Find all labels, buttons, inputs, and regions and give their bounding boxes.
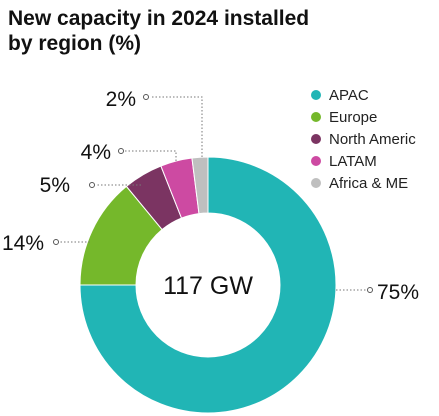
legend-item-north-americ: North Americ xyxy=(311,128,437,150)
chart-title: New capacity in 2024 installed by region… xyxy=(8,7,310,55)
legend-label: Europe xyxy=(329,108,378,126)
legend-item-europe: Europe xyxy=(311,106,437,128)
leader-marker-north-americ xyxy=(89,182,95,188)
legend-item-africa-and-me: Africa & ME xyxy=(311,172,437,194)
legend-swatch xyxy=(311,112,321,122)
leader-line-latam xyxy=(125,150,177,161)
leader-marker-africa-and-me xyxy=(143,94,149,100)
legend-swatch xyxy=(311,134,321,144)
leader-line-africa-and-me xyxy=(150,96,203,157)
legend-label: Africa & ME xyxy=(329,174,409,192)
legend: APAC Europe North Americ LATAM Africa & ME xyxy=(311,84,437,194)
data-label-latam: 4% xyxy=(81,141,111,164)
leader-marker-latam xyxy=(118,148,124,154)
legend-swatch xyxy=(311,90,321,100)
legend-swatch xyxy=(311,178,321,188)
legend-swatch xyxy=(311,156,321,166)
slice-africa-and-me xyxy=(191,156,209,215)
data-label-north-americ: 5% xyxy=(40,174,70,197)
legend-label: APAC xyxy=(329,86,369,104)
legend-label: North Americ xyxy=(329,130,416,148)
legend-label: LATAM xyxy=(329,152,377,170)
data-label-europe: 14% xyxy=(2,232,44,255)
data-label-africa-and-me: 2% xyxy=(106,88,136,111)
center-label: 117 GW xyxy=(163,272,253,300)
leader-marker-europe xyxy=(53,239,59,245)
legend-item-latam: LATAM xyxy=(311,150,437,172)
slice-apac xyxy=(79,156,337,414)
legend-item-apac: APAC xyxy=(311,84,437,106)
leader-marker-apac xyxy=(367,287,373,293)
data-label-apac: 75% xyxy=(377,281,419,304)
